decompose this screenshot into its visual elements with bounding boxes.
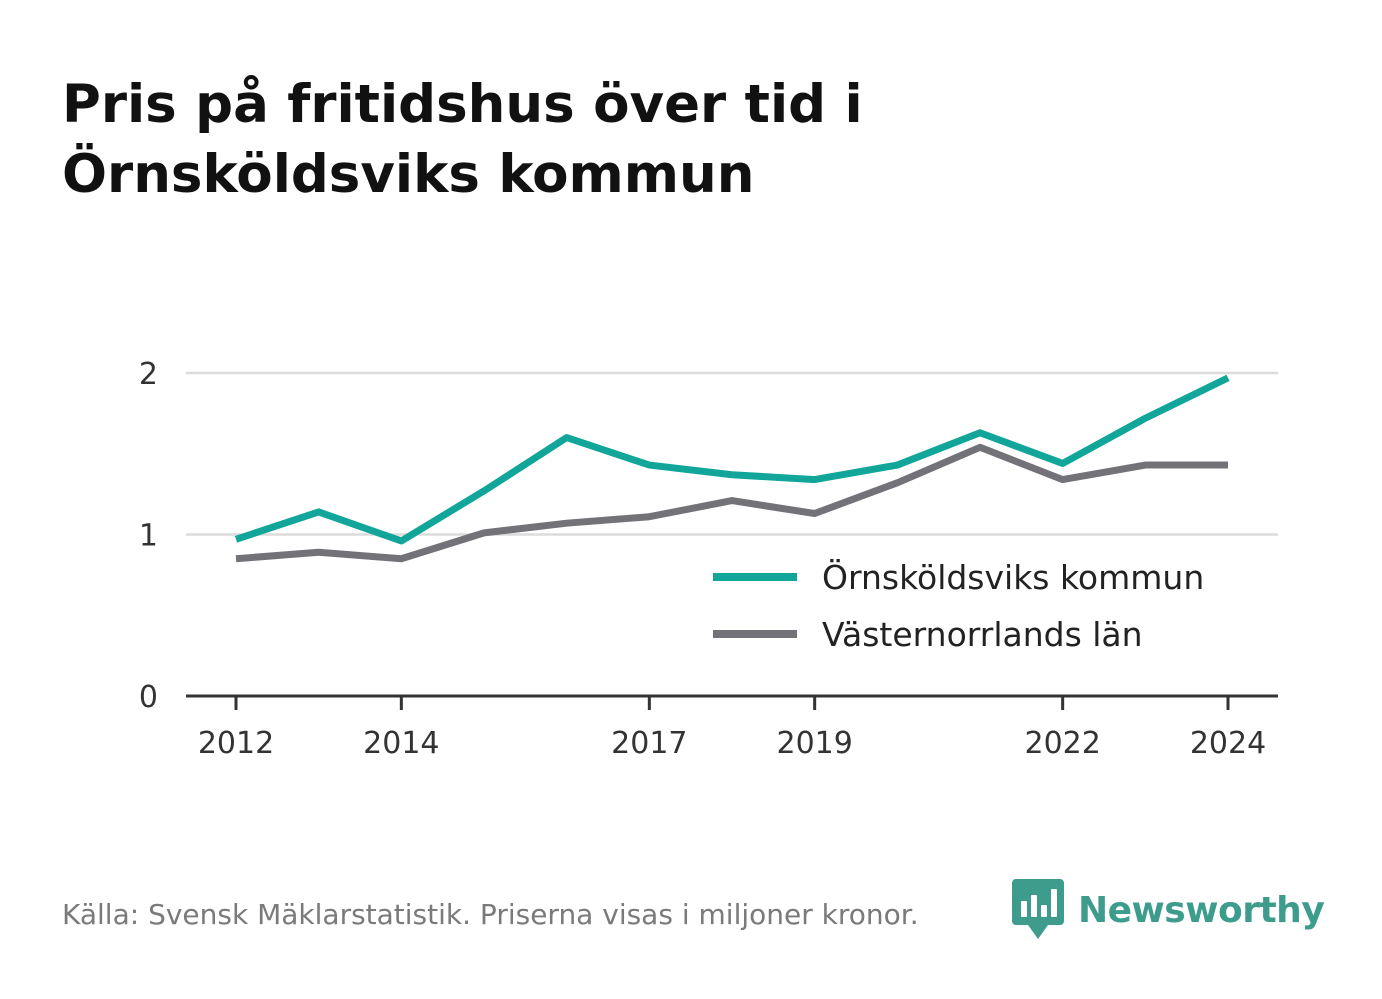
brand-logo[interactable]: Newsworthy [1012,878,1325,942]
x-tick-label-2022: 2022 [1024,726,1100,761]
y-tick-label-1: 1 [139,519,158,554]
chart-title-line-2: Örnsköldsviks kommun [62,144,755,205]
series-line-1 [234,374,1230,545]
legend-label-1: Örnsköldsviks kommun [822,557,1204,597]
x-tick-label-2017: 2017 [611,726,687,761]
x-tick-label-2024: 2024 [1190,726,1266,761]
source-note: Källa: Svensk Mäklarstatistik. Priserna … [62,898,919,931]
series-lines [234,374,1230,563]
grid-lines [186,371,1278,536]
series-line-2 [235,443,1228,563]
x-tick-label-2012: 2012 [198,726,274,761]
chart-title: Pris på fritidshus över tid i Örnsköldsv… [62,70,1262,210]
brand-name: Newsworthy [1078,889,1325,931]
x-axis-ticks: 2012 2014 2017 2019 2022 2024 [198,696,1266,761]
x-tick-label-2019: 2019 [776,726,852,761]
y-tick-label-2: 2 [139,357,158,392]
legend: Örnsköldsviks kommun Västernorrlands län [713,557,1204,654]
chart-bubble-icon [1012,879,1064,939]
chart-title-line-1: Pris på fritidshus över tid i [62,74,863,135]
y-axis-ticks: 0 1 2 [139,357,158,715]
y-tick-label-0: 0 [139,680,158,715]
x-tick-label-2014: 2014 [363,726,439,761]
legend-label-2: Västernorrlands län [822,615,1143,654]
